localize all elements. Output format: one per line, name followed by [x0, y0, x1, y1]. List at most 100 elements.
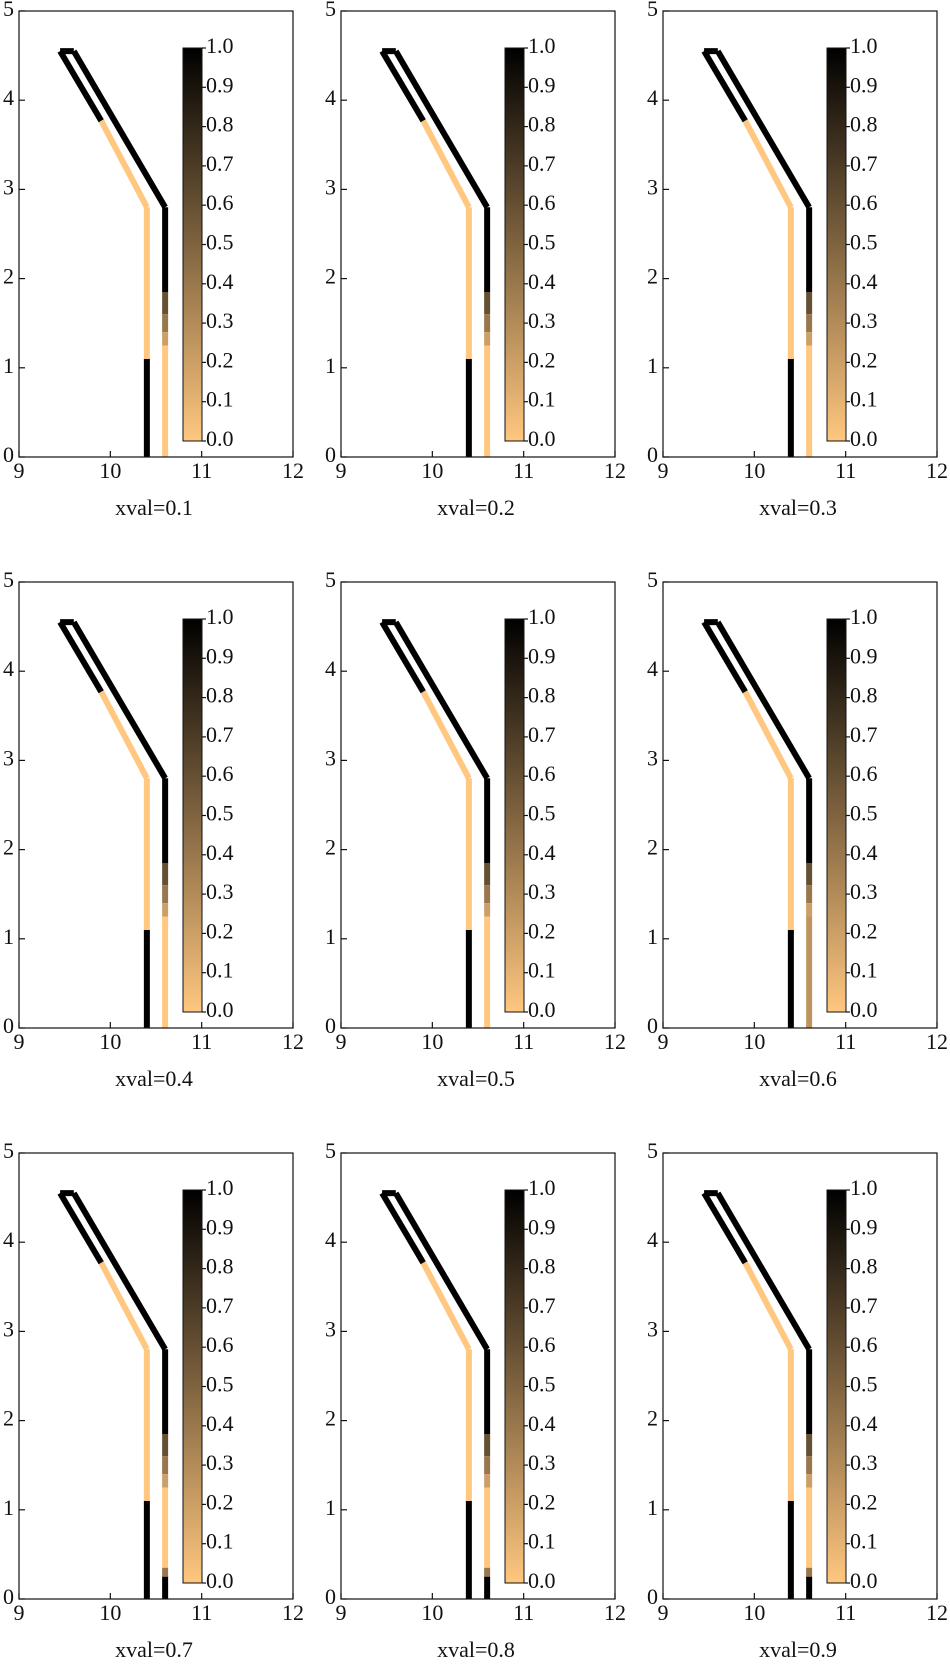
- colorbar-tick-label: 0.4: [206, 1411, 234, 1436]
- colorbar-tick-label: 0.7: [528, 722, 556, 747]
- colorbar-tick-label: 0.3: [528, 879, 556, 904]
- colorbar-tick-label: 0.9: [850, 1214, 878, 1239]
- colorbar-tick-label: 0.9: [850, 643, 878, 668]
- path-segment: [420, 119, 472, 209]
- path-segment: [71, 1191, 168, 1351]
- colorbar-tick-label: 0.8: [528, 683, 556, 708]
- path-segment: [701, 49, 748, 123]
- colorbar-tick-label: 0.8: [528, 1254, 556, 1279]
- colorbar-tick-label: 0.4: [850, 1411, 878, 1436]
- colorbar: [826, 47, 847, 442]
- colorbar-tick-label: 0.0: [850, 997, 878, 1022]
- path-segment: [715, 620, 812, 780]
- subplot: 9 10 11 12012345xval=0.20.00.10.20.30.40.50…: [325, 0, 626, 520]
- colorbar: [182, 618, 203, 1013]
- x-tick-label: 11: [513, 1600, 534, 1625]
- colorbar-tick-label: 0.1: [206, 1529, 234, 1554]
- x-tick-label: 11: [513, 458, 534, 483]
- x-tick-label: 9: [336, 1600, 347, 1625]
- colorbar-tick-label: 0.6: [206, 190, 234, 215]
- colorbar-tick-label: 0.9: [528, 643, 556, 668]
- y-tick-label: 1: [3, 353, 14, 378]
- colorbar-tick-label: 0.3: [850, 1450, 878, 1475]
- colorbar-tick-label: 0.7: [206, 1293, 234, 1318]
- x-tick-label: 11: [191, 1600, 212, 1625]
- colorbar-tick-label: 0.7: [850, 1293, 878, 1318]
- x-axis-label: xval=0.1: [115, 495, 193, 520]
- colorbar-tick-label: 0.2: [528, 1489, 556, 1514]
- colorbar-tick-label: 0.5: [850, 801, 878, 826]
- x-tick-label: 11: [835, 458, 856, 483]
- path-segment: [57, 620, 104, 694]
- x-axis-label: xval=0.8: [437, 1637, 515, 1662]
- y-tick-label: 0: [647, 1013, 658, 1038]
- subplot: 9 10 11 12012345xval=0.70.00.10.20.30.40.50…: [3, 1138, 304, 1662]
- x-tick-label: 11: [191, 1029, 212, 1054]
- y-tick-label: 4: [3, 1227, 14, 1252]
- x-tick-label: 9: [336, 458, 347, 483]
- colorbar-tick-label: 0.1: [528, 1529, 556, 1554]
- x-tick-label: 9: [658, 458, 669, 483]
- colorbar-tick-label: 0.1: [206, 958, 234, 983]
- x-tick-label: 10: [99, 1029, 121, 1054]
- y-tick-label: 3: [3, 174, 14, 199]
- x-tick-label: 12: [926, 458, 948, 483]
- colorbar-tick-label: 1.0: [528, 33, 556, 58]
- path-segment: [715, 49, 812, 209]
- colorbar-tick-label: 0.9: [206, 1214, 234, 1239]
- colorbar-tick-label: 0.0: [206, 997, 234, 1022]
- colorbar-tick-label: 1.0: [850, 604, 878, 629]
- axes-frame: [18, 10, 294, 458]
- colorbar-tick-label: 0.4: [206, 269, 234, 294]
- y-tick-label: 1: [647, 353, 658, 378]
- colorbar-tick-label: 0.7: [528, 151, 556, 176]
- x-tick-label: 10: [421, 1029, 443, 1054]
- colorbar-tick-label: 0.1: [528, 387, 556, 412]
- colorbar-tick-label: 1.0: [850, 1175, 878, 1200]
- x-tick-label: 9: [658, 1029, 669, 1054]
- y-tick-label: 2: [3, 264, 14, 289]
- colorbar-tick-label: 1.0: [206, 33, 234, 58]
- colorbar-tick-label: 0.6: [850, 761, 878, 786]
- y-tick-label: 2: [647, 835, 658, 860]
- colorbar-tick-label: 0.9: [850, 72, 878, 97]
- colorbar-tick-label: 0.8: [528, 112, 556, 137]
- axes-frame: [662, 10, 938, 458]
- y-tick-label: 5: [647, 567, 658, 592]
- colorbar-tick-label: 0.2: [528, 918, 556, 943]
- y-tick-label: 4: [647, 1227, 658, 1252]
- x-tick-label: 9: [14, 1600, 25, 1625]
- colorbar-tick-label: 0.5: [528, 230, 556, 255]
- colorbar-tick-label: 0.7: [206, 151, 234, 176]
- y-tick-label: 4: [325, 85, 336, 110]
- colorbar: [182, 47, 203, 442]
- path-segment: [393, 49, 490, 209]
- colorbar-tick-label: 0.7: [850, 722, 878, 747]
- y-tick-label: 2: [647, 1406, 658, 1431]
- path-segment: [701, 620, 748, 694]
- colorbar-tick-label: 0.1: [850, 958, 878, 983]
- colorbar-tick-label: 0.4: [528, 840, 556, 865]
- y-tick-label: 4: [647, 85, 658, 110]
- x-tick-label: 10: [421, 1600, 443, 1625]
- colorbar-tick-label: 0.6: [528, 190, 556, 215]
- colorbar-tick-label: 0.5: [528, 801, 556, 826]
- colorbar-tick-label: 0.1: [850, 387, 878, 412]
- y-tick-label: 2: [647, 264, 658, 289]
- colorbar-tick-label: 0.5: [850, 1372, 878, 1397]
- path-segment: [742, 690, 794, 780]
- x-tick-label: 12: [604, 458, 626, 483]
- x-tick-label: 9: [14, 1029, 25, 1054]
- y-tick-label: 1: [3, 1495, 14, 1520]
- colorbar-tick-label: 0.4: [528, 269, 556, 294]
- axes-frame: [18, 1152, 294, 1600]
- y-tick-label: 3: [647, 1316, 658, 1341]
- y-tick-label: 0: [325, 1584, 336, 1609]
- x-axis-label: xval=0.7: [115, 1637, 193, 1662]
- y-tick-label: 2: [325, 1406, 336, 1431]
- colorbar-tick-label: 0.0: [528, 997, 556, 1022]
- path-segment: [393, 1191, 490, 1351]
- y-tick-label: 4: [3, 85, 14, 110]
- subplot: 9 10 11 12012345xval=0.40.00.10.20.30.40.50…: [3, 567, 304, 1091]
- path-segment: [701, 1191, 748, 1265]
